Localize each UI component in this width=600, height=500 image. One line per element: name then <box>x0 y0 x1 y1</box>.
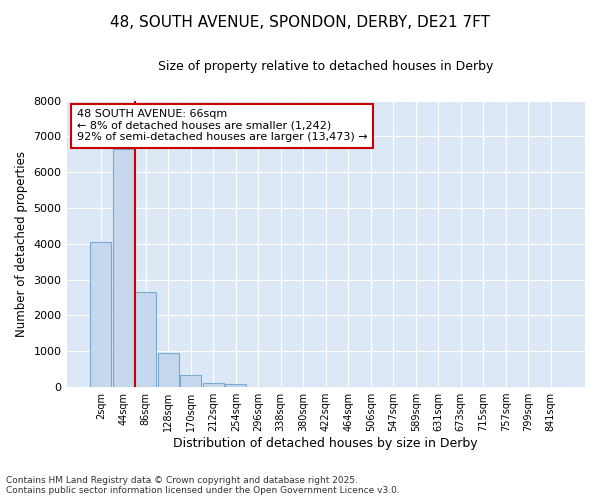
Bar <box>90 242 112 387</box>
Bar <box>203 383 224 387</box>
Bar <box>113 149 134 387</box>
Y-axis label: Number of detached properties: Number of detached properties <box>15 151 28 337</box>
Text: 48, SOUTH AVENUE, SPONDON, DERBY, DE21 7FT: 48, SOUTH AVENUE, SPONDON, DERBY, DE21 7… <box>110 15 490 30</box>
Title: Size of property relative to detached houses in Derby: Size of property relative to detached ho… <box>158 60 493 73</box>
Bar <box>135 292 157 387</box>
Bar <box>180 376 202 387</box>
Bar <box>158 353 179 387</box>
Bar <box>225 384 247 387</box>
Text: Contains HM Land Registry data © Crown copyright and database right 2025.
Contai: Contains HM Land Registry data © Crown c… <box>6 476 400 495</box>
Text: 48 SOUTH AVENUE: 66sqm
← 8% of detached houses are smaller (1,242)
92% of semi-d: 48 SOUTH AVENUE: 66sqm ← 8% of detached … <box>77 109 368 142</box>
X-axis label: Distribution of detached houses by size in Derby: Distribution of detached houses by size … <box>173 437 478 450</box>
